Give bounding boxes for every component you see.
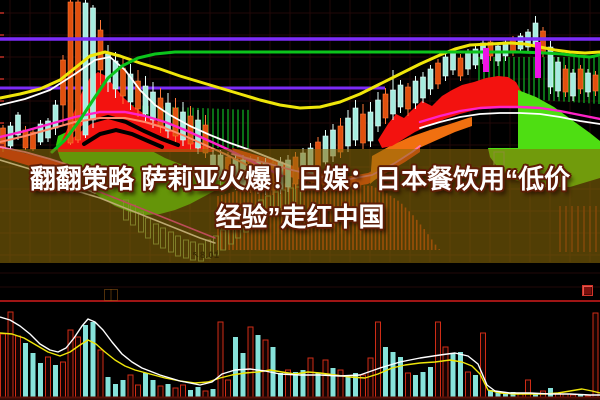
price-low-annotation: ↖8.01 (192, 250, 220, 260)
headline-line-1: 翻翻策略 萨莉亚火爆！日媒：日本餐饮用“低价 (29, 164, 571, 194)
headline-banner: 翻翻策略 萨莉亚火爆！日媒：日本餐饮用“低价 经验”走红中国 (0, 149, 600, 263)
volume-pane (0, 300, 600, 400)
red-seal-watermark-icon (582, 285, 593, 296)
headline-line-2: 经验”走红中国 (215, 202, 385, 232)
faint-watermark-icon (104, 289, 118, 301)
